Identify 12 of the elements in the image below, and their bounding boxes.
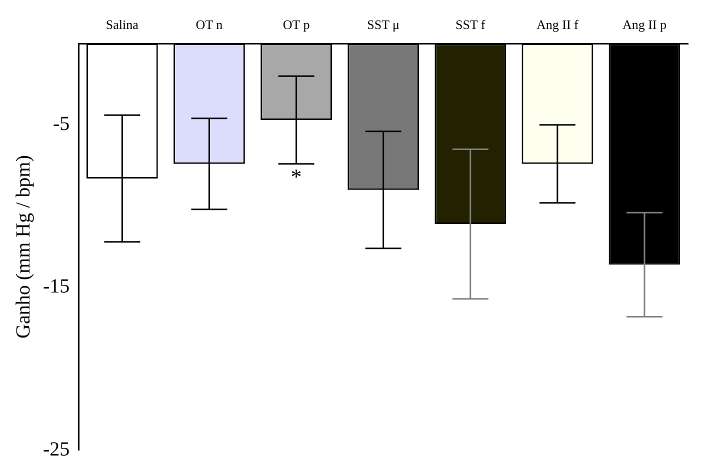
x-tick-label: Ang II f — [536, 17, 580, 32]
annotation: * — [290, 164, 302, 189]
x-tick-label: SST μ — [367, 17, 400, 32]
x-tick-label: OT n — [196, 17, 224, 32]
y-tick-label: -5 — [52, 113, 70, 136]
y-tick-label: -15 — [42, 276, 70, 298]
y-tick-label: -25 — [42, 438, 70, 460]
x-tick-label: OT p — [282, 17, 310, 32]
x-tick-label: Ang II p — [622, 17, 666, 32]
x-tick-label: SST f — [456, 17, 486, 32]
x-tick-label: Salina — [106, 17, 139, 32]
y-axis-title: Ganho (mm Hg / bpm) — [12, 155, 34, 338]
